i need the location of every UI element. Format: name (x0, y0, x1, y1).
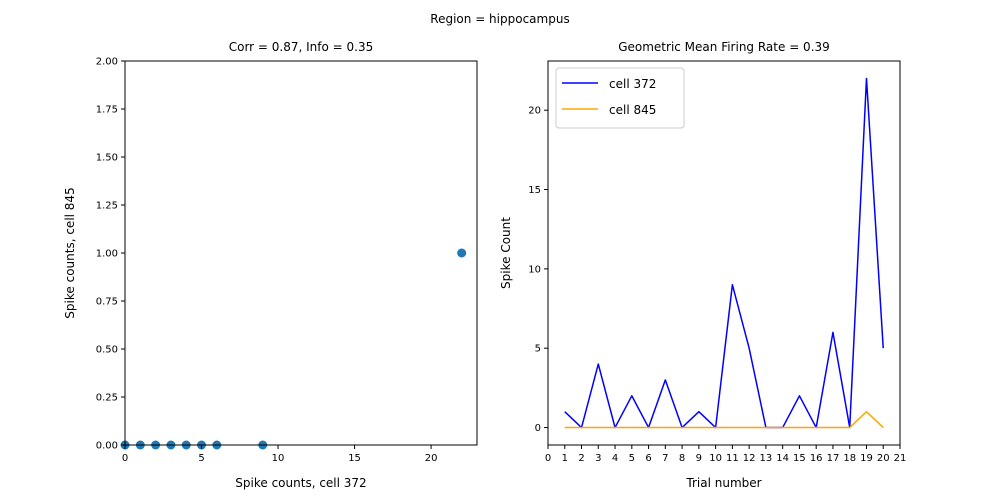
line-axes-frame (547, 60, 901, 446)
line-x-tick-label: 16 (810, 453, 823, 464)
scatter-plot-area: 0 5 10 15 20 0.00 0.25 0.50 0.75 1.00 1.25 1.50 1.75… (96, 57, 478, 464)
line-plot-area: 0 1 2 3 4 5 6 7 8 9 10 11 12 13 14 15 16 17 18 19 20 21051015… (528, 60, 907, 464)
line-x-tick-label: 11 (726, 453, 739, 464)
line-x-tick-label: 10 (709, 453, 722, 464)
scatter-y-axis-label: Spike counts, cell 845 (63, 187, 77, 318)
scatter-y-tick-label: 2.00 (96, 57, 118, 68)
line-x-axis-label: Trial number (685, 476, 761, 490)
scatter-point (457, 248, 467, 258)
line-x-tick-label: 18 (843, 453, 856, 464)
legend: cell 372 cell 845 (555, 67, 685, 129)
scatter-x-tick-label: 15 (348, 453, 361, 464)
line-panel: Geometric Mean Firing Rate = 0.39 Trial … (499, 40, 906, 490)
scatter-y-tick-label: 1.75 (96, 105, 118, 116)
scatter-points (120, 248, 467, 450)
scatter-x-tick-label: 20 (425, 453, 438, 464)
line-y-tick-label: 5 (535, 344, 541, 355)
line-y-axis-label: Spike Count (499, 217, 513, 289)
line-x-tick-label: 14 (776, 453, 789, 464)
scatter-x-tick-label: 0 (122, 453, 128, 464)
scatter-y-tick-label: 1.25 (96, 201, 118, 212)
line-x-tick-label: 9 (696, 453, 702, 464)
line-y-tick-label: 0 (535, 423, 541, 434)
line-x-tick-label: 6 (645, 453, 651, 464)
legend-label: cell 372 (609, 77, 656, 91)
line-y-tick-label: 10 (528, 264, 541, 275)
figure-suptitle: Region = hippocampus (430, 12, 569, 26)
series-line-cell-372 (564, 77, 884, 429)
line-x-tick-label: 2 (578, 453, 584, 464)
scatter-x-tick-label: 5 (198, 453, 204, 464)
scatter-axes-frame (124, 60, 478, 446)
scatter-y-tick-label: 0.25 (96, 393, 118, 404)
line-x-tick-label: 20 (877, 453, 890, 464)
scatter-y-tick-label: 1.50 (96, 153, 118, 164)
line-y-tick-label: 15 (528, 185, 541, 196)
scatter-y-tick-label: 0.50 (96, 345, 118, 356)
line-title: Geometric Mean Firing Rate = 0.39 (618, 40, 830, 54)
line-x-tick-label: 12 (743, 453, 756, 464)
line-x-tick-label: 15 (793, 453, 806, 464)
line-y-tick-label: 20 (528, 106, 541, 117)
scatter-x-tick-label: 10 (272, 453, 285, 464)
line-x-tick-label: 1 (562, 453, 568, 464)
line-x-tick-label: 7 (662, 453, 668, 464)
scatter-x-axis-label: Spike counts, cell 372 (235, 476, 366, 490)
line-x-tick-label: 3 (595, 453, 601, 464)
legend-label: cell 845 (609, 103, 656, 117)
scatter-y-tick-label: 0.00 (96, 441, 118, 452)
line-x-tick-label: 13 (760, 453, 773, 464)
line-x-tick-label: 0 (545, 453, 551, 464)
line-x-tick-label: 5 (629, 453, 635, 464)
scatter-y-tick-label: 0.75 (96, 297, 118, 308)
scatter-y-tick-label: 1.00 (96, 249, 118, 260)
line-x-tick-label: 4 (612, 453, 618, 464)
line-x-tick-label: 17 (827, 453, 840, 464)
series-line-cell-845 (564, 410, 884, 429)
scatter-title: Corr = 0.87, Info = 0.35 (229, 40, 374, 54)
scatter-panel: Corr = 0.87, Info = 0.35 Spike counts, c… (63, 40, 478, 490)
line-x-tick-label: 8 (679, 453, 685, 464)
line-x-tick-label: 19 (860, 453, 873, 464)
line-x-tick-label: 21 (894, 453, 907, 464)
